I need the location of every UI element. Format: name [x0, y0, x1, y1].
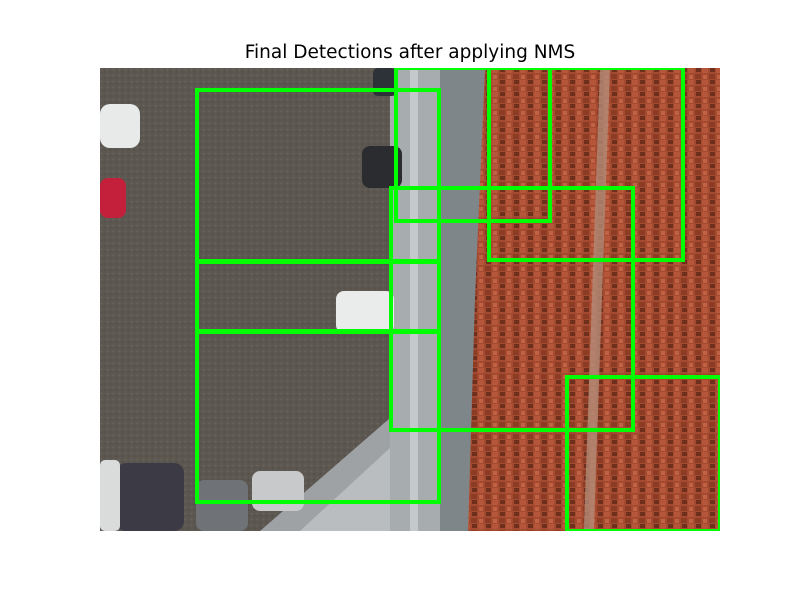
detection-box — [565, 375, 720, 531]
car-dark-bottom — [116, 463, 184, 531]
building-roof-edge — [300, 448, 390, 531]
detection-boxes — [195, 68, 720, 531]
car-grey-bottom — [196, 480, 248, 531]
detection-box — [389, 186, 635, 432]
car-white-mid — [336, 291, 394, 333]
car-white-bottom-left — [100, 460, 120, 531]
car-red-bottom — [252, 471, 304, 511]
detection-box — [394, 68, 552, 223]
detection-box — [195, 330, 441, 504]
car-dark-top — [362, 146, 402, 188]
aerial-image-plot — [100, 68, 720, 531]
figure-title: Final Detections after applying NMS — [244, 42, 576, 63]
car-red-left — [100, 178, 126, 218]
roof-ridge — [583, 68, 610, 531]
detection-box — [487, 68, 685, 262]
walkway-edge — [410, 68, 418, 531]
car-white-left — [100, 104, 140, 148]
